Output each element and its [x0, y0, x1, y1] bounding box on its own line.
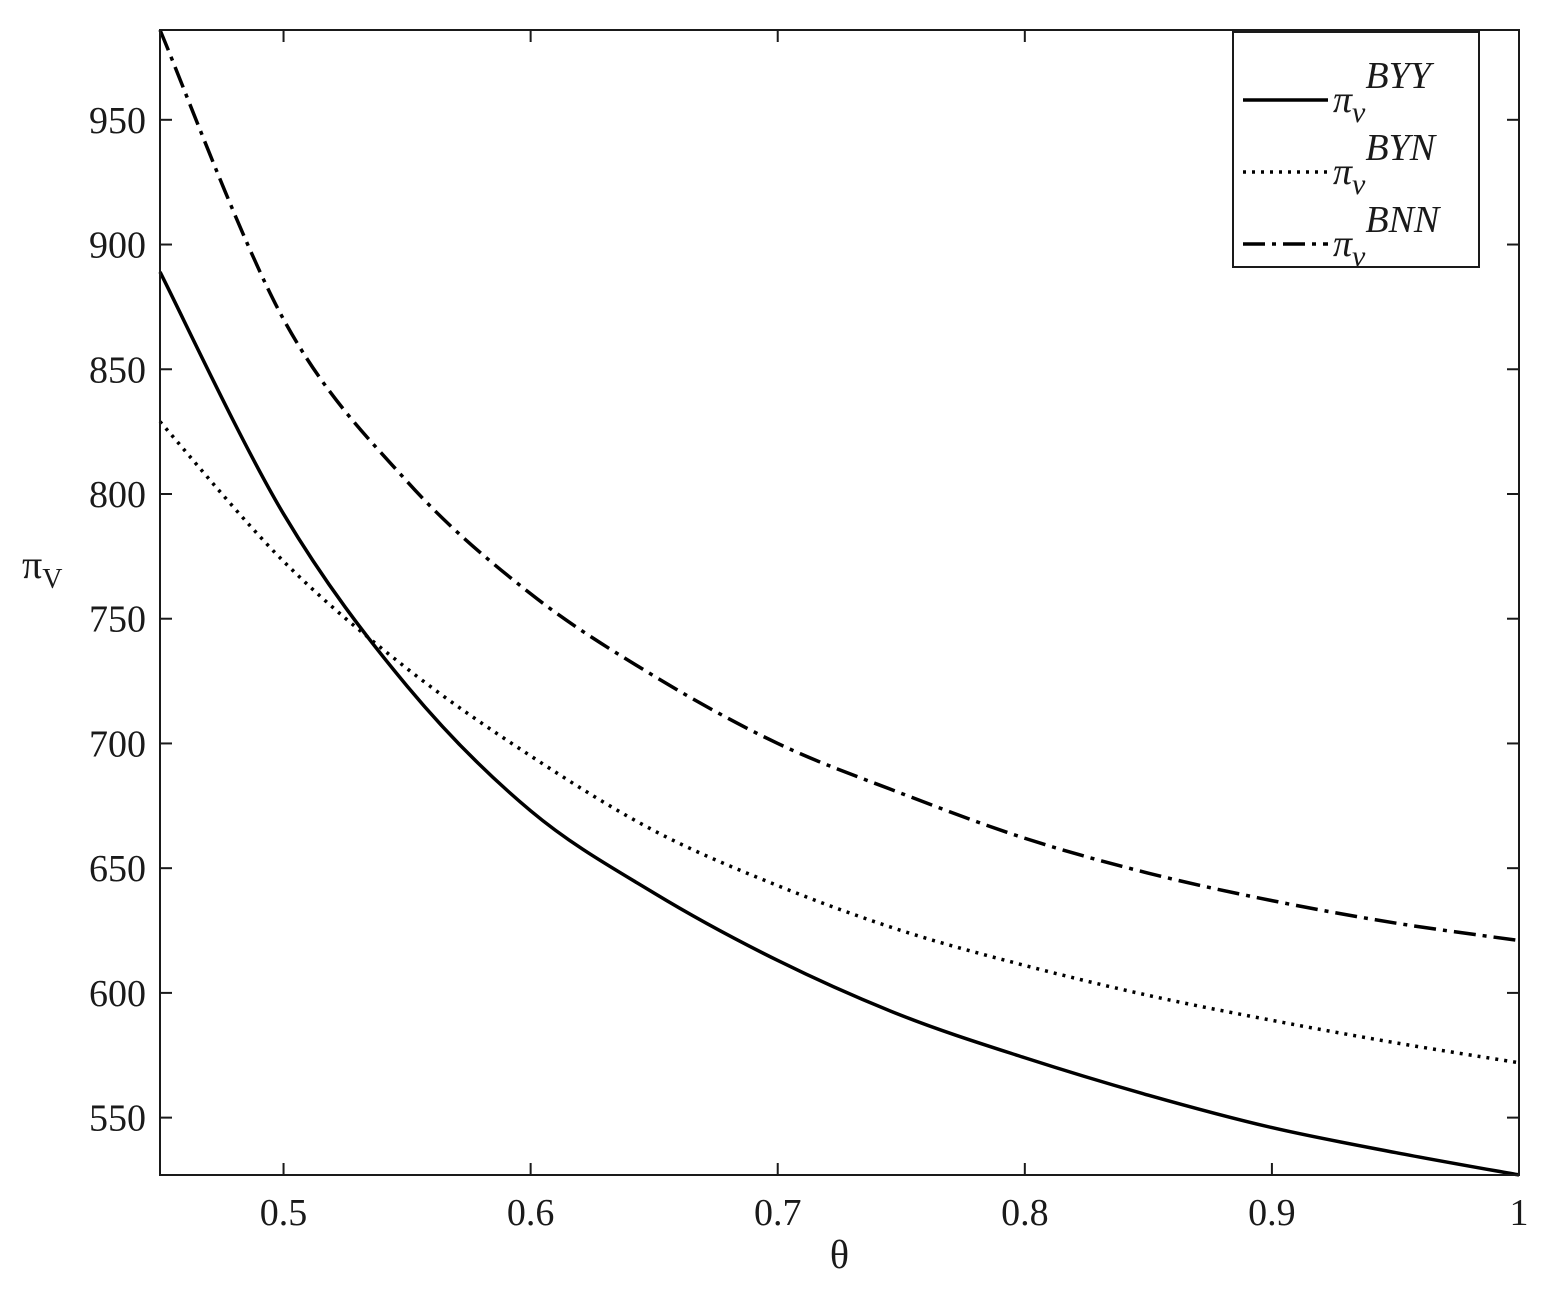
y-tick-label: 800 — [89, 474, 146, 516]
y-axis-label-main: π — [22, 542, 42, 587]
legend-label-sup: BYY — [1365, 55, 1434, 97]
y-axis-label: πV — [22, 542, 62, 595]
series-lines — [158, 29, 1520, 1177]
x-axis-label: θ — [830, 1232, 849, 1277]
series-line-byy — [158, 271, 1520, 1177]
legend-label: πvBNN — [1333, 199, 1442, 273]
y-axis-label-subscript: V — [42, 564, 62, 595]
legend-box — [1232, 31, 1480, 268]
legend-label: πvBYN — [1333, 127, 1438, 201]
x-tick-label: 0.7 — [754, 1192, 802, 1234]
y-tick-label: 900 — [89, 225, 146, 267]
y-tick-labels: 550 600 650 700 750 800 850 900 950 — [89, 100, 146, 1140]
legend-label-sup: BNN — [1365, 199, 1442, 241]
legend-item: πvBNN — [1243, 199, 1442, 273]
legend-label-sup: BYN — [1365, 127, 1437, 169]
y-tick-label: 850 — [89, 349, 146, 391]
x-tick-labels: 0.5 0.6 0.7 0.8 0.9 1 — [260, 1192, 1529, 1234]
y-tick-label: 750 — [89, 599, 146, 641]
x-tick-label: 0.5 — [260, 1192, 308, 1234]
y-tick-label: 550 — [89, 1098, 146, 1140]
y-tick-label: 650 — [89, 848, 146, 890]
legend-label-main: π — [1333, 151, 1353, 193]
x-tick-label: 0.8 — [1001, 1192, 1049, 1234]
legend-item: πvBYY — [1243, 55, 1435, 129]
legend-label-sub: v — [1352, 240, 1366, 273]
y-tick-label: 700 — [89, 723, 146, 765]
x-tick-label: 1 — [1510, 1192, 1529, 1234]
series-line-byn — [158, 420, 1520, 1065]
legend-label-main: π — [1333, 79, 1353, 121]
x-tick-label: 0.9 — [1248, 1192, 1296, 1234]
legend-item: πvBYN — [1243, 127, 1438, 201]
y-tick-label: 950 — [89, 100, 146, 142]
y-tick-label: 600 — [89, 973, 146, 1015]
legend-label-sub: v — [1352, 168, 1366, 201]
x-tick-label: 0.6 — [507, 1192, 555, 1234]
legend-label-sub: v — [1352, 96, 1366, 129]
plot-area-frame — [159, 29, 1520, 1176]
legend-label: πvBYY — [1333, 55, 1435, 129]
series-line-bnn — [158, 29, 1520, 943]
legend-label-main: π — [1333, 223, 1353, 265]
